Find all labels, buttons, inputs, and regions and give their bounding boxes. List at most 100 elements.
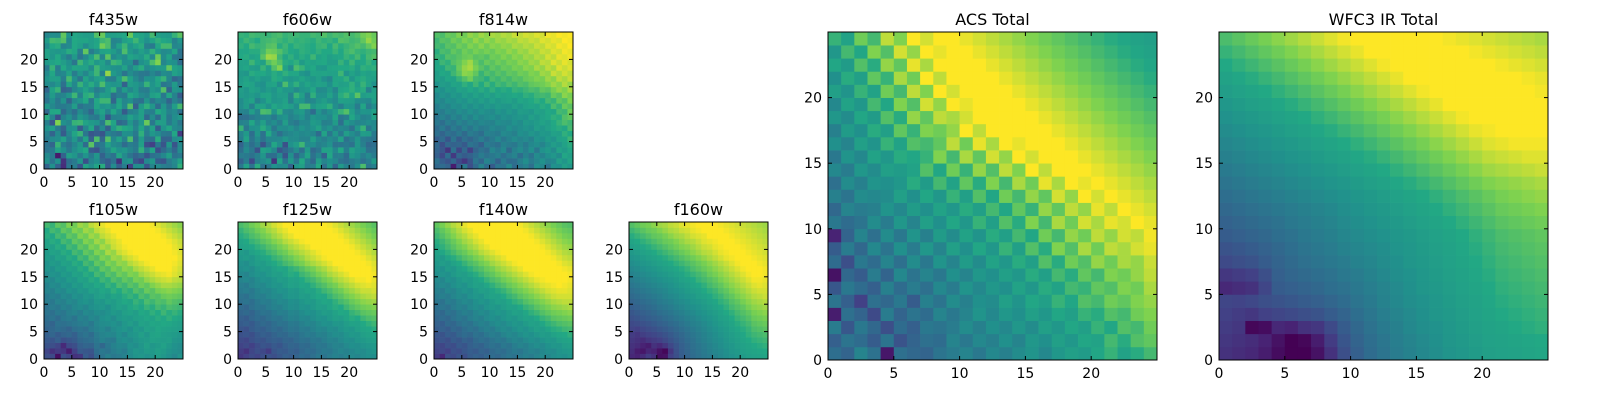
heatmap-cell [484, 254, 490, 261]
heatmap-cell [166, 59, 173, 66]
heatmap-cell [88, 238, 95, 245]
heatmap-cell [82, 293, 89, 300]
heatmap-cell [461, 276, 468, 283]
heatmap-cell [745, 331, 752, 338]
heatmap-cell [511, 249, 518, 256]
heatmap-cell [265, 298, 272, 305]
heatmap-cell [511, 158, 518, 164]
heatmap-cell [712, 287, 719, 294]
heatmap-cell [105, 227, 112, 234]
heatmap-cell [461, 42, 468, 49]
heatmap-cell [456, 81, 463, 88]
heatmap-cell [673, 287, 680, 294]
heatmap-cell [651, 320, 658, 327]
heatmap-cell [556, 298, 563, 305]
heatmap-cell [756, 320, 763, 327]
heatmap-cell [1064, 163, 1079, 177]
heatmap-cell [556, 81, 563, 88]
heatmap-cell [249, 53, 256, 60]
heatmap-cell [365, 227, 372, 234]
heatmap-cell [326, 70, 333, 77]
heatmap-cell [1117, 255, 1132, 269]
heatmap-cell [365, 222, 372, 228]
heatmap-cell [354, 81, 361, 88]
heatmap-cell [144, 152, 150, 159]
heatmap-cell [160, 147, 167, 153]
heatmap-cell [249, 243, 256, 250]
heatmap-cell [734, 238, 741, 245]
heatmap-cell [365, 81, 372, 88]
heatmap-cell [662, 353, 669, 360]
heatmap-cell [155, 287, 162, 294]
heatmap-cell [506, 158, 513, 164]
heatmap-cell [500, 92, 507, 99]
heatmap-cell [260, 304, 267, 311]
heatmap-cell [365, 114, 372, 121]
heatmap-cell [439, 293, 446, 300]
heatmap-cell [1064, 189, 1079, 203]
heatmap-cell [556, 254, 563, 261]
heatmap-cell [690, 287, 697, 294]
heatmap-cell [706, 222, 713, 228]
heatmap-cell [511, 103, 518, 110]
heatmap-cell [920, 176, 934, 190]
heatmap-cell [249, 70, 256, 77]
x-tick-label: 15 [312, 365, 330, 381]
heatmap-cell [445, 287, 452, 294]
heatmap-cell [634, 304, 641, 311]
heatmap-cell [88, 326, 95, 332]
heatmap-cell [71, 152, 78, 159]
heatmap-cell [434, 75, 440, 82]
heatmap-cell [561, 147, 568, 153]
heatmap-cell [121, 254, 128, 261]
heatmap-cell [99, 293, 106, 300]
heatmap-cell [1130, 215, 1145, 230]
heatmap-cell [756, 222, 763, 228]
heatmap-cell [293, 147, 300, 153]
heatmap-cell [1078, 320, 1092, 335]
heatmap-cell [315, 64, 322, 71]
heatmap-cell [238, 75, 244, 82]
heatmap-cell [276, 222, 283, 228]
heatmap-cell [1130, 333, 1145, 348]
heatmap-cell [893, 202, 908, 217]
heatmap-cell [567, 136, 574, 142]
heatmap-cell [332, 243, 339, 250]
heatmap-cell [260, 315, 267, 321]
heatmap-cell [517, 108, 524, 115]
heatmap-cell [729, 254, 735, 261]
heatmap-cell [522, 249, 529, 256]
heatmap-cell [49, 260, 56, 267]
heatmap-cell [701, 298, 708, 305]
heatmap-cell [332, 125, 339, 131]
heatmap-cell [450, 320, 457, 327]
heatmap-cell [656, 249, 663, 256]
heatmap-cell [82, 53, 89, 60]
heatmap-cell [288, 32, 294, 38]
heatmap-cell [729, 265, 735, 272]
heatmap-cell [177, 114, 184, 121]
heatmap-cell [304, 48, 311, 55]
heatmap-cell [534, 119, 540, 126]
heatmap-cell [679, 238, 685, 245]
heatmap-cell [434, 348, 440, 354]
heatmap-cell [271, 293, 278, 300]
heatmap-cell [293, 70, 300, 77]
heatmap-cell [985, 202, 1000, 217]
heatmap-cell [1025, 215, 1039, 230]
y-tick-label: 15 [214, 80, 232, 96]
heatmap-cell [567, 42, 574, 49]
heatmap-cell [360, 222, 367, 228]
heatmap-cell [149, 348, 156, 354]
heatmap-cell [66, 97, 73, 104]
heatmap-cell [495, 92, 502, 99]
heatmap-cell [71, 238, 78, 245]
heatmap-cell [673, 271, 680, 278]
chart-title: f160w [674, 200, 723, 219]
heatmap-cell [539, 249, 546, 256]
heatmap-cell [706, 260, 713, 267]
heatmap-cell [506, 348, 513, 354]
heatmap-cell [293, 331, 300, 338]
heatmap-cell [500, 32, 507, 38]
heatmap-cell [506, 282, 513, 289]
